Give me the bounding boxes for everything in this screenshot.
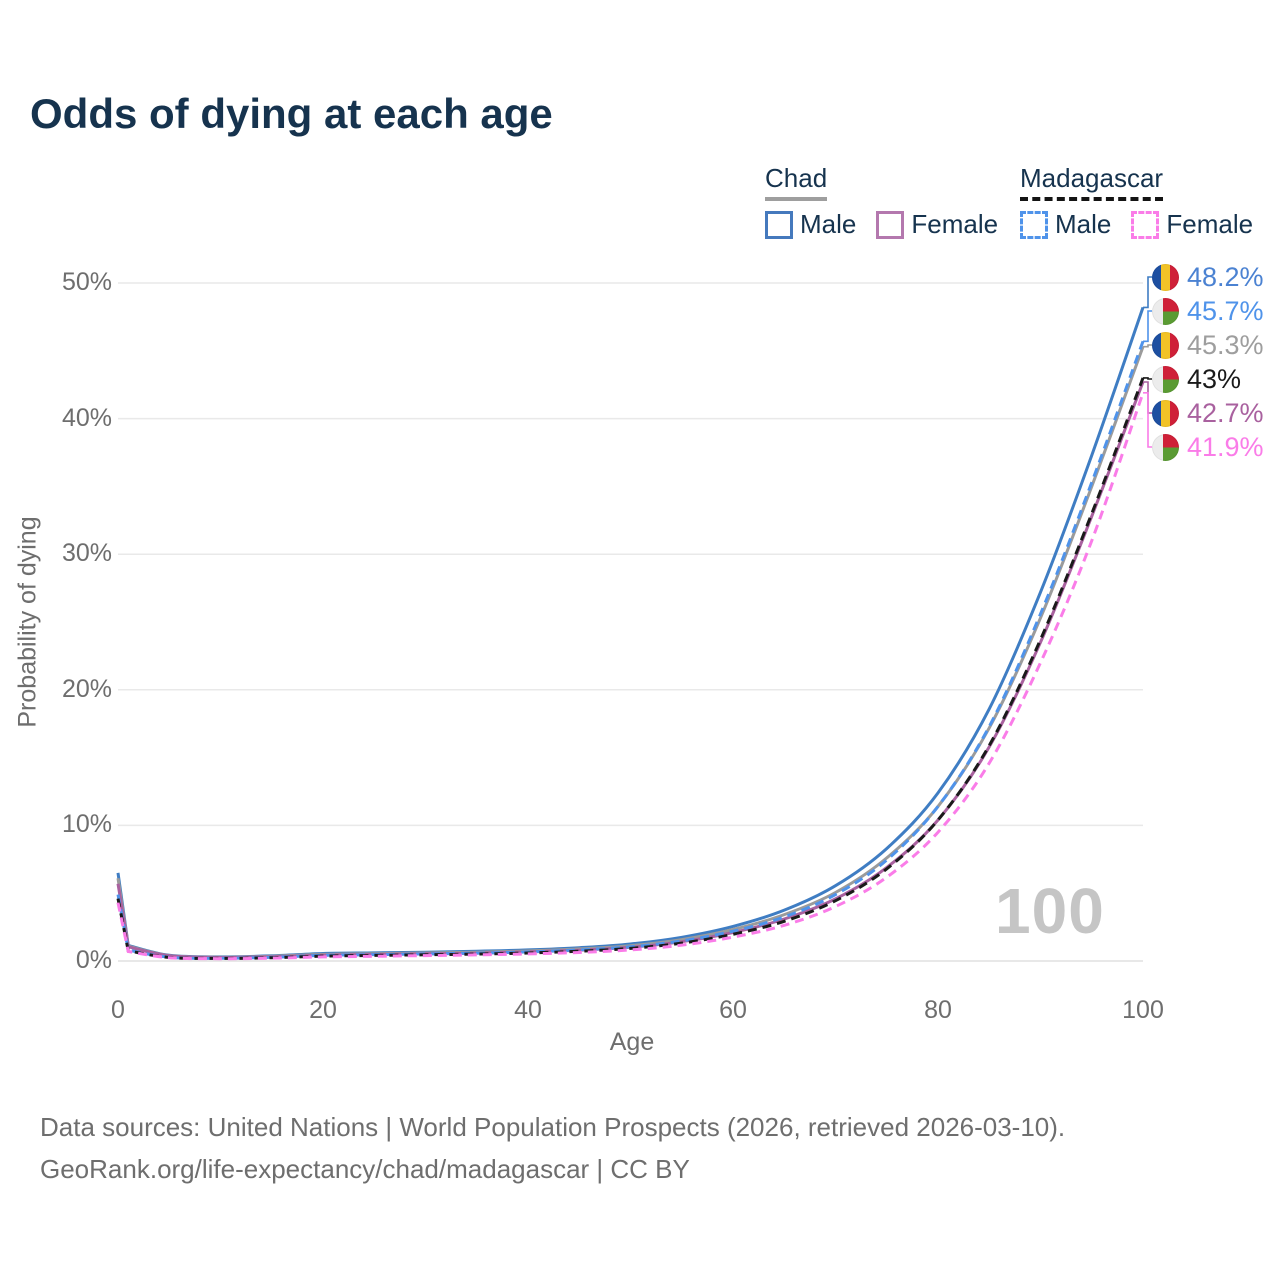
- end-value: 45.7%: [1187, 295, 1264, 326]
- end-label-chad-male[interactable]: 48.2%: [1152, 262, 1264, 292]
- x-tick-label: 60: [719, 996, 747, 1024]
- y-tick-label: 30%: [61, 539, 112, 568]
- series-line-madagascar-female[interactable]: [116, 392, 1145, 961]
- legend-item-chad-female[interactable]: Female: [876, 209, 998, 240]
- series-line-chad-male[interactable]: [116, 306, 1145, 959]
- y-tick-label: 20%: [61, 674, 112, 703]
- label-connector: [1143, 344, 1152, 348]
- x-tick-label: 20: [309, 996, 337, 1024]
- madagascar-male-swatch-icon: [1020, 210, 1048, 239]
- end-value: 42.7%: [1187, 397, 1264, 428]
- end-value: 45.3%: [1187, 329, 1264, 360]
- legend-header-chad[interactable]: Chad: [765, 163, 828, 201]
- end-value: 41.9%: [1187, 431, 1264, 462]
- label-connector: [1143, 310, 1152, 343]
- y-tick-label: 40%: [61, 403, 112, 432]
- series-line-madagascar-male[interactable]: [116, 340, 1145, 960]
- madagascar-flag-icon: [1152, 297, 1179, 325]
- legend-item-chad-male[interactable]: Male: [765, 209, 856, 240]
- madagascar-flag-icon: [1152, 433, 1179, 461]
- series-line-chad-female[interactable]: [116, 381, 1145, 960]
- chad-flag-icon: [1152, 399, 1179, 427]
- legend-item-madagascar-female[interactable]: Female: [1131, 209, 1253, 240]
- series-line-madagascar[interactable]: [116, 377, 1145, 960]
- end-label-madagascar-female[interactable]: 41.9%: [1152, 432, 1264, 462]
- madagascar-female-swatch-icon: [1131, 210, 1160, 239]
- end-label-chad-female[interactable]: 42.7%: [1152, 398, 1264, 428]
- legend-header-madagascar[interactable]: Madagascar: [1020, 163, 1164, 201]
- x-axis-title: Age: [609, 1028, 655, 1056]
- series-line-chad[interactable]: [116, 346, 1145, 959]
- x-tick-label: 100: [1122, 996, 1164, 1024]
- legend-label: Male: [1055, 209, 1112, 239]
- chad-flag-icon: [1152, 331, 1179, 359]
- madagascar-flag-icon: [1152, 365, 1179, 393]
- end-label-madagascar-male[interactable]: 45.7%: [1152, 296, 1264, 326]
- legend-group-madagascar: Madagascar Male Female: [1020, 163, 1253, 240]
- footer: Data sources: United Nations | World Pop…: [40, 1106, 1065, 1190]
- end-value: 48.2%: [1187, 261, 1264, 292]
- y-tick-label: 10%: [61, 810, 112, 839]
- legend-item-madagascar-male[interactable]: Male: [1020, 209, 1111, 240]
- x-tick-label: 0: [111, 996, 125, 1024]
- chad-female-swatch-icon: [876, 210, 905, 239]
- attribution-line: GeoRank.org/life-expectancy/chad/madagas…: [40, 1154, 690, 1185]
- end-label-madagascar[interactable]: 43%: [1152, 364, 1241, 394]
- legend-label: Female: [1166, 209, 1254, 239]
- label-connector: [1143, 392, 1152, 448]
- y-tick-label: 50%: [61, 268, 112, 296]
- page-title: Odds of dying at each age: [30, 90, 553, 137]
- chad-flag-icon: [1152, 263, 1179, 291]
- x-tick-label: 40: [514, 996, 542, 1024]
- label-connector: [1143, 377, 1152, 380]
- data-sources-line: Data sources: United Nations | World Pop…: [40, 1112, 1066, 1142]
- legend-group-chad: Chad Male Female: [765, 163, 998, 240]
- x-tick-label: 80: [924, 996, 952, 1024]
- y-tick-label: 0%: [75, 946, 112, 974]
- legend-label: Male: [800, 209, 857, 239]
- end-label-chad[interactable]: 45.3%: [1152, 330, 1264, 360]
- chad-male-swatch-icon: [765, 210, 793, 239]
- end-value: 43%: [1187, 363, 1242, 394]
- legend-label: Female: [911, 209, 999, 239]
- age-watermark: 100: [995, 875, 1105, 947]
- label-connector: [1143, 276, 1152, 309]
